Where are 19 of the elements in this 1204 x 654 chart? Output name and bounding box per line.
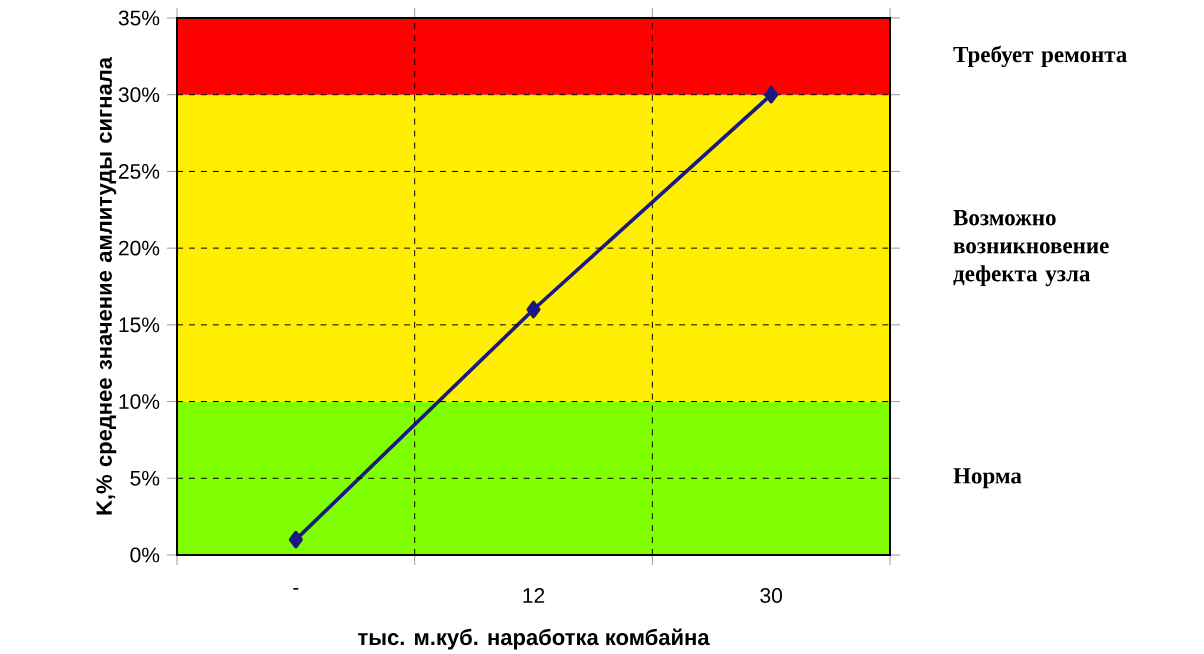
y-axis-title: K,% среднее значение амлитуды сигнала xyxy=(96,56,117,515)
y-tick-label: 5% xyxy=(130,470,160,486)
point xyxy=(288,530,303,549)
y-tick-label: 20% xyxy=(119,240,160,256)
y-tick-label: 35% xyxy=(118,10,160,26)
y-tick-label: 30% xyxy=(118,87,160,103)
band-label: Норма xyxy=(953,468,1022,489)
x-tick-label: 30 xyxy=(760,588,783,603)
x-axis-title: тыс. м.куб. наработка комбайна xyxy=(358,628,710,650)
x-tick-label: - xyxy=(293,588,299,590)
point xyxy=(526,300,541,319)
y-tick-label: 25% xyxy=(119,164,160,179)
y-tick-label: 0% xyxy=(130,547,160,563)
point xyxy=(764,85,779,104)
x-tick-label: 12 xyxy=(523,588,545,603)
y-tick-label: 10% xyxy=(119,394,160,410)
band-label: Требует ремонта xyxy=(953,45,1127,68)
band-label: Возможно возникновение дефекта узла xyxy=(953,210,1109,287)
y-tick-label: 15% xyxy=(119,317,160,333)
